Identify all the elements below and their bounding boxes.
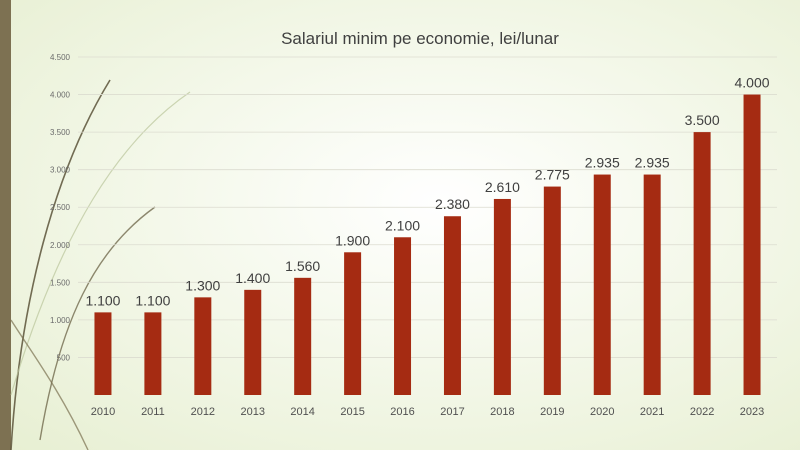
chart-title: Salariul minim pe economie, lei/lunar bbox=[281, 29, 559, 48]
data-label: 2.380 bbox=[435, 196, 470, 212]
data-label: 1.100 bbox=[85, 292, 120, 308]
bar bbox=[144, 312, 162, 395]
x-tick-label: 2010 bbox=[91, 406, 115, 418]
y-tick-label: 2.000 bbox=[50, 241, 71, 250]
bar bbox=[643, 174, 661, 395]
data-label: 2.100 bbox=[385, 217, 420, 233]
bars bbox=[94, 94, 761, 396]
data-label: 2.775 bbox=[535, 167, 570, 183]
bar bbox=[394, 237, 412, 395]
bar bbox=[244, 289, 262, 395]
y-tick-label: 1.500 bbox=[50, 278, 71, 287]
y-tick-label: 3.000 bbox=[50, 166, 71, 175]
x-tick-label: 2019 bbox=[540, 406, 564, 418]
left-decorative-strip bbox=[0, 0, 11, 450]
y-tick-label: 2.500 bbox=[50, 203, 71, 212]
data-label: 1.900 bbox=[335, 232, 370, 248]
x-tick-label: 2017 bbox=[440, 406, 464, 418]
y-tick-label: 4.000 bbox=[50, 91, 71, 100]
x-tick-label: 2020 bbox=[590, 406, 614, 418]
x-tick-label: 2011 bbox=[141, 406, 165, 418]
x-tick-label: 2021 bbox=[640, 406, 664, 418]
x-tick-label: 2014 bbox=[290, 406, 314, 418]
bar bbox=[693, 132, 711, 395]
x-tick-label: 2022 bbox=[690, 406, 714, 418]
bar bbox=[294, 277, 312, 395]
x-tick-label: 2015 bbox=[340, 406, 364, 418]
y-tick-label: 1.000 bbox=[50, 316, 71, 325]
data-label: 3.500 bbox=[685, 112, 720, 128]
bar bbox=[543, 186, 561, 395]
bar bbox=[593, 174, 611, 395]
bar bbox=[443, 216, 461, 395]
data-label: 2.935 bbox=[585, 155, 620, 171]
data-label: 1.100 bbox=[135, 292, 170, 308]
gridlines bbox=[78, 56, 777, 358]
bar bbox=[743, 94, 761, 396]
x-tick-label: 2018 bbox=[490, 406, 514, 418]
data-label: 1.300 bbox=[185, 277, 220, 293]
data-label: 1.560 bbox=[285, 258, 320, 274]
data-labels: 1.100 1.100 1.300 1.400 1.560 1.900 2.100 2.380… bbox=[85, 75, 769, 309]
y-tick-label: 500 bbox=[57, 353, 71, 362]
y-axis-ticks: 500 1.000 1.500 2.000 2.500 3.000 3.500 4.000 4.… bbox=[50, 53, 71, 362]
bar bbox=[344, 252, 362, 395]
y-tick-label: 4.500 bbox=[50, 53, 71, 62]
x-tick-label: 2013 bbox=[241, 406, 265, 418]
bar bbox=[94, 312, 112, 395]
x-tick-label: 2016 bbox=[390, 406, 414, 418]
bar bbox=[493, 198, 511, 395]
bar bbox=[194, 297, 212, 395]
y-tick-label: 3.500 bbox=[50, 128, 71, 137]
data-label: 1.400 bbox=[235, 270, 270, 286]
x-tick-label: 2012 bbox=[191, 406, 215, 418]
data-label: 2.610 bbox=[485, 179, 520, 195]
x-tick-label: 2023 bbox=[740, 406, 764, 418]
x-axis-ticks: 2010 2011 2012 2013 2014 2015 2016 2017 2018 2019… bbox=[91, 406, 765, 418]
data-label: 4.000 bbox=[735, 75, 770, 91]
data-label: 2.935 bbox=[635, 155, 670, 171]
